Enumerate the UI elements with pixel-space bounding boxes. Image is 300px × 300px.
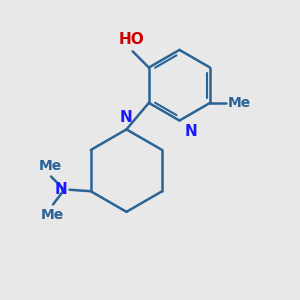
Text: Me: Me <box>40 208 64 222</box>
Text: N: N <box>185 124 197 139</box>
Text: N: N <box>54 182 67 197</box>
Text: N: N <box>120 110 133 125</box>
Text: HO: HO <box>118 32 144 47</box>
Text: Me: Me <box>228 96 251 110</box>
Text: Me: Me <box>38 159 62 173</box>
